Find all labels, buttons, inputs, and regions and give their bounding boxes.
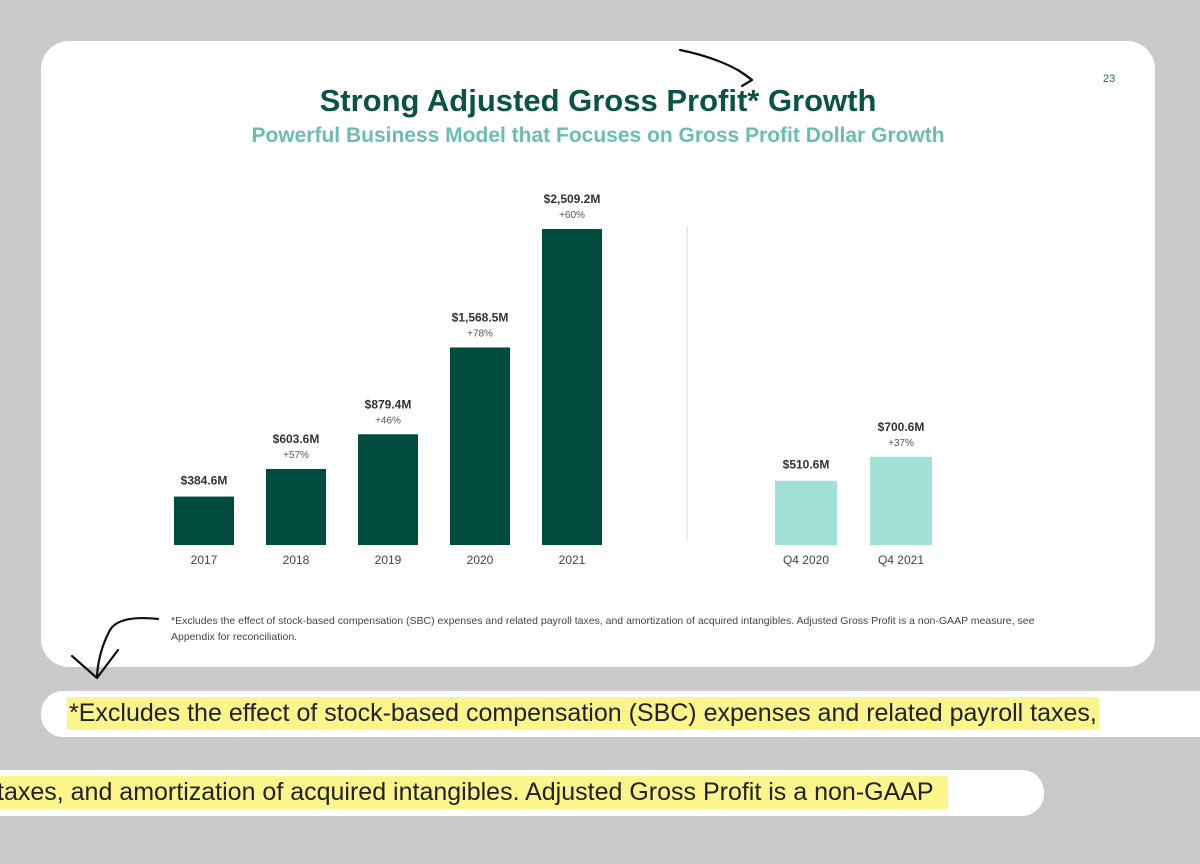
x-tick-label: Q4 2021: [878, 553, 924, 567]
bar: [870, 456, 932, 545]
bar: [450, 347, 510, 545]
x-tick-label: Q4 2020: [783, 553, 829, 567]
bar-value-label: $384.6M: [181, 474, 228, 488]
page-number: 23: [1103, 73, 1116, 85]
x-tick-label: 2020: [467, 553, 494, 567]
slide-title: Strong Adjusted Gross Profit* Growth: [319, 83, 877, 118]
bar-growth-label: +46%: [375, 415, 401, 426]
bar-value-label: $510.6M: [783, 458, 830, 472]
callout-text-2: taxes, and amortization of acquired inta…: [0, 776, 948, 809]
x-tick-label: 2019: [375, 553, 402, 567]
bar: [266, 468, 326, 545]
bar: [775, 480, 837, 545]
bar: [358, 434, 418, 545]
bar-value-label: $603.6M: [273, 432, 320, 446]
bar-growth-label: +78%: [467, 328, 493, 339]
slide: 23 Strong Adjusted Gross Profit* Growth …: [41, 41, 1155, 667]
bar-chart: $384.6M 2017 $603.6M +57% 2018 $879.4M +46% 201…: [174, 192, 932, 567]
x-tick-label: 2017: [191, 553, 218, 567]
bar-value-label: $1,568.5M: [452, 310, 509, 324]
bar-value-label: $879.4M: [365, 397, 412, 411]
callout-text-1: *Excludes the effect of stock-based comp…: [67, 697, 1099, 730]
callout-highlight-1: *Excludes the effect of stock-based comp…: [41, 691, 1200, 737]
footnote: *Excludes the effect of stock-based comp…: [171, 615, 1035, 643]
callout-highlight-2: taxes, and amortization of acquired inta…: [0, 770, 1044, 816]
bar-value-label: $700.6M: [878, 420, 925, 434]
x-tick-label: 2018: [283, 553, 310, 567]
slide-subtitle: Powerful Business Model that Focuses on …: [251, 124, 945, 147]
x-tick-label: 2021: [559, 553, 586, 567]
bar-growth-label: +37%: [888, 438, 914, 449]
bar: [542, 229, 602, 545]
bar: [174, 496, 234, 545]
bar-value-label: $2,509.2M: [544, 192, 601, 206]
bar-growth-label: +57%: [283, 450, 309, 461]
bar-growth-label: +60%: [559, 210, 585, 221]
